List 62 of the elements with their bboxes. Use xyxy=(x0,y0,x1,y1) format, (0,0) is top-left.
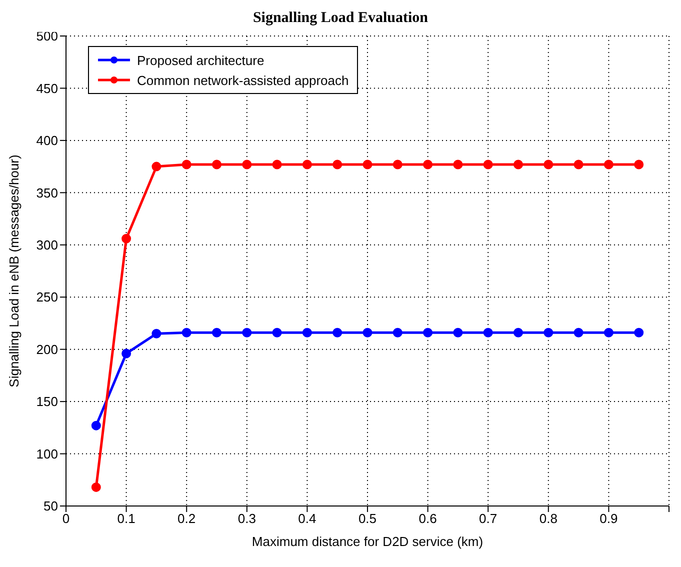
y-tick-label: 250 xyxy=(36,290,58,305)
point xyxy=(272,160,282,170)
point xyxy=(423,160,433,170)
x-tick-label: 0.8 xyxy=(539,511,558,526)
y-axis-title: Signalling Load in eNB (messages/hour) xyxy=(6,154,22,388)
point xyxy=(483,160,493,170)
point xyxy=(453,160,463,170)
y-tick-label: 350 xyxy=(36,185,58,200)
point xyxy=(242,328,252,338)
x-tick-label: 0.1 xyxy=(117,511,136,526)
point xyxy=(182,328,192,338)
point xyxy=(392,160,402,170)
point xyxy=(604,328,614,338)
point xyxy=(483,328,493,338)
y-tick-label: 200 xyxy=(36,342,58,357)
x-tick-label: 0.4 xyxy=(298,511,316,526)
x-tick-label: 0.5 xyxy=(358,511,377,526)
point xyxy=(91,482,101,492)
point xyxy=(122,348,132,358)
point xyxy=(514,328,523,338)
point xyxy=(332,160,342,170)
point xyxy=(122,234,132,244)
point xyxy=(152,328,162,338)
x-tick-label: 0.2 xyxy=(178,511,196,526)
x-axis-title: Maximum distance for D2D service (km) xyxy=(252,534,484,549)
legend-label: Proposed architecture xyxy=(137,52,264,68)
x-tick-label: 0 xyxy=(62,511,70,526)
point xyxy=(91,420,101,430)
point xyxy=(544,160,554,170)
point xyxy=(182,160,192,170)
y-tick-label: 50 xyxy=(44,498,58,514)
x-tick-label: 0.7 xyxy=(479,511,498,526)
x-tick-label: 0.3 xyxy=(238,511,256,526)
y-tick-label: 450 xyxy=(36,80,58,96)
point xyxy=(212,160,222,170)
y-tick-label: 300 xyxy=(36,238,58,253)
point xyxy=(242,160,252,170)
x-tick-label: 0.6 xyxy=(418,511,437,526)
y-tick-label: 100 xyxy=(36,446,58,462)
point xyxy=(453,328,463,338)
x-tick-label: 0.9 xyxy=(600,511,618,526)
point xyxy=(362,160,372,170)
point xyxy=(212,328,222,338)
y-tick-label: 150 xyxy=(36,394,58,410)
point xyxy=(272,328,282,338)
point xyxy=(152,162,162,172)
point xyxy=(604,160,614,170)
point xyxy=(302,328,312,338)
point xyxy=(362,328,372,338)
chart-title: Signalling Load Evaluation xyxy=(252,10,428,26)
point xyxy=(634,160,644,170)
point xyxy=(574,328,584,338)
point xyxy=(514,160,523,170)
legend-label: Common network-assisted approach xyxy=(137,72,349,88)
point xyxy=(634,328,644,338)
point xyxy=(392,328,402,338)
point xyxy=(423,328,433,338)
y-tick-label: 400 xyxy=(36,133,58,148)
point xyxy=(544,328,554,338)
point xyxy=(302,160,312,170)
point xyxy=(332,328,342,338)
point xyxy=(574,160,584,170)
